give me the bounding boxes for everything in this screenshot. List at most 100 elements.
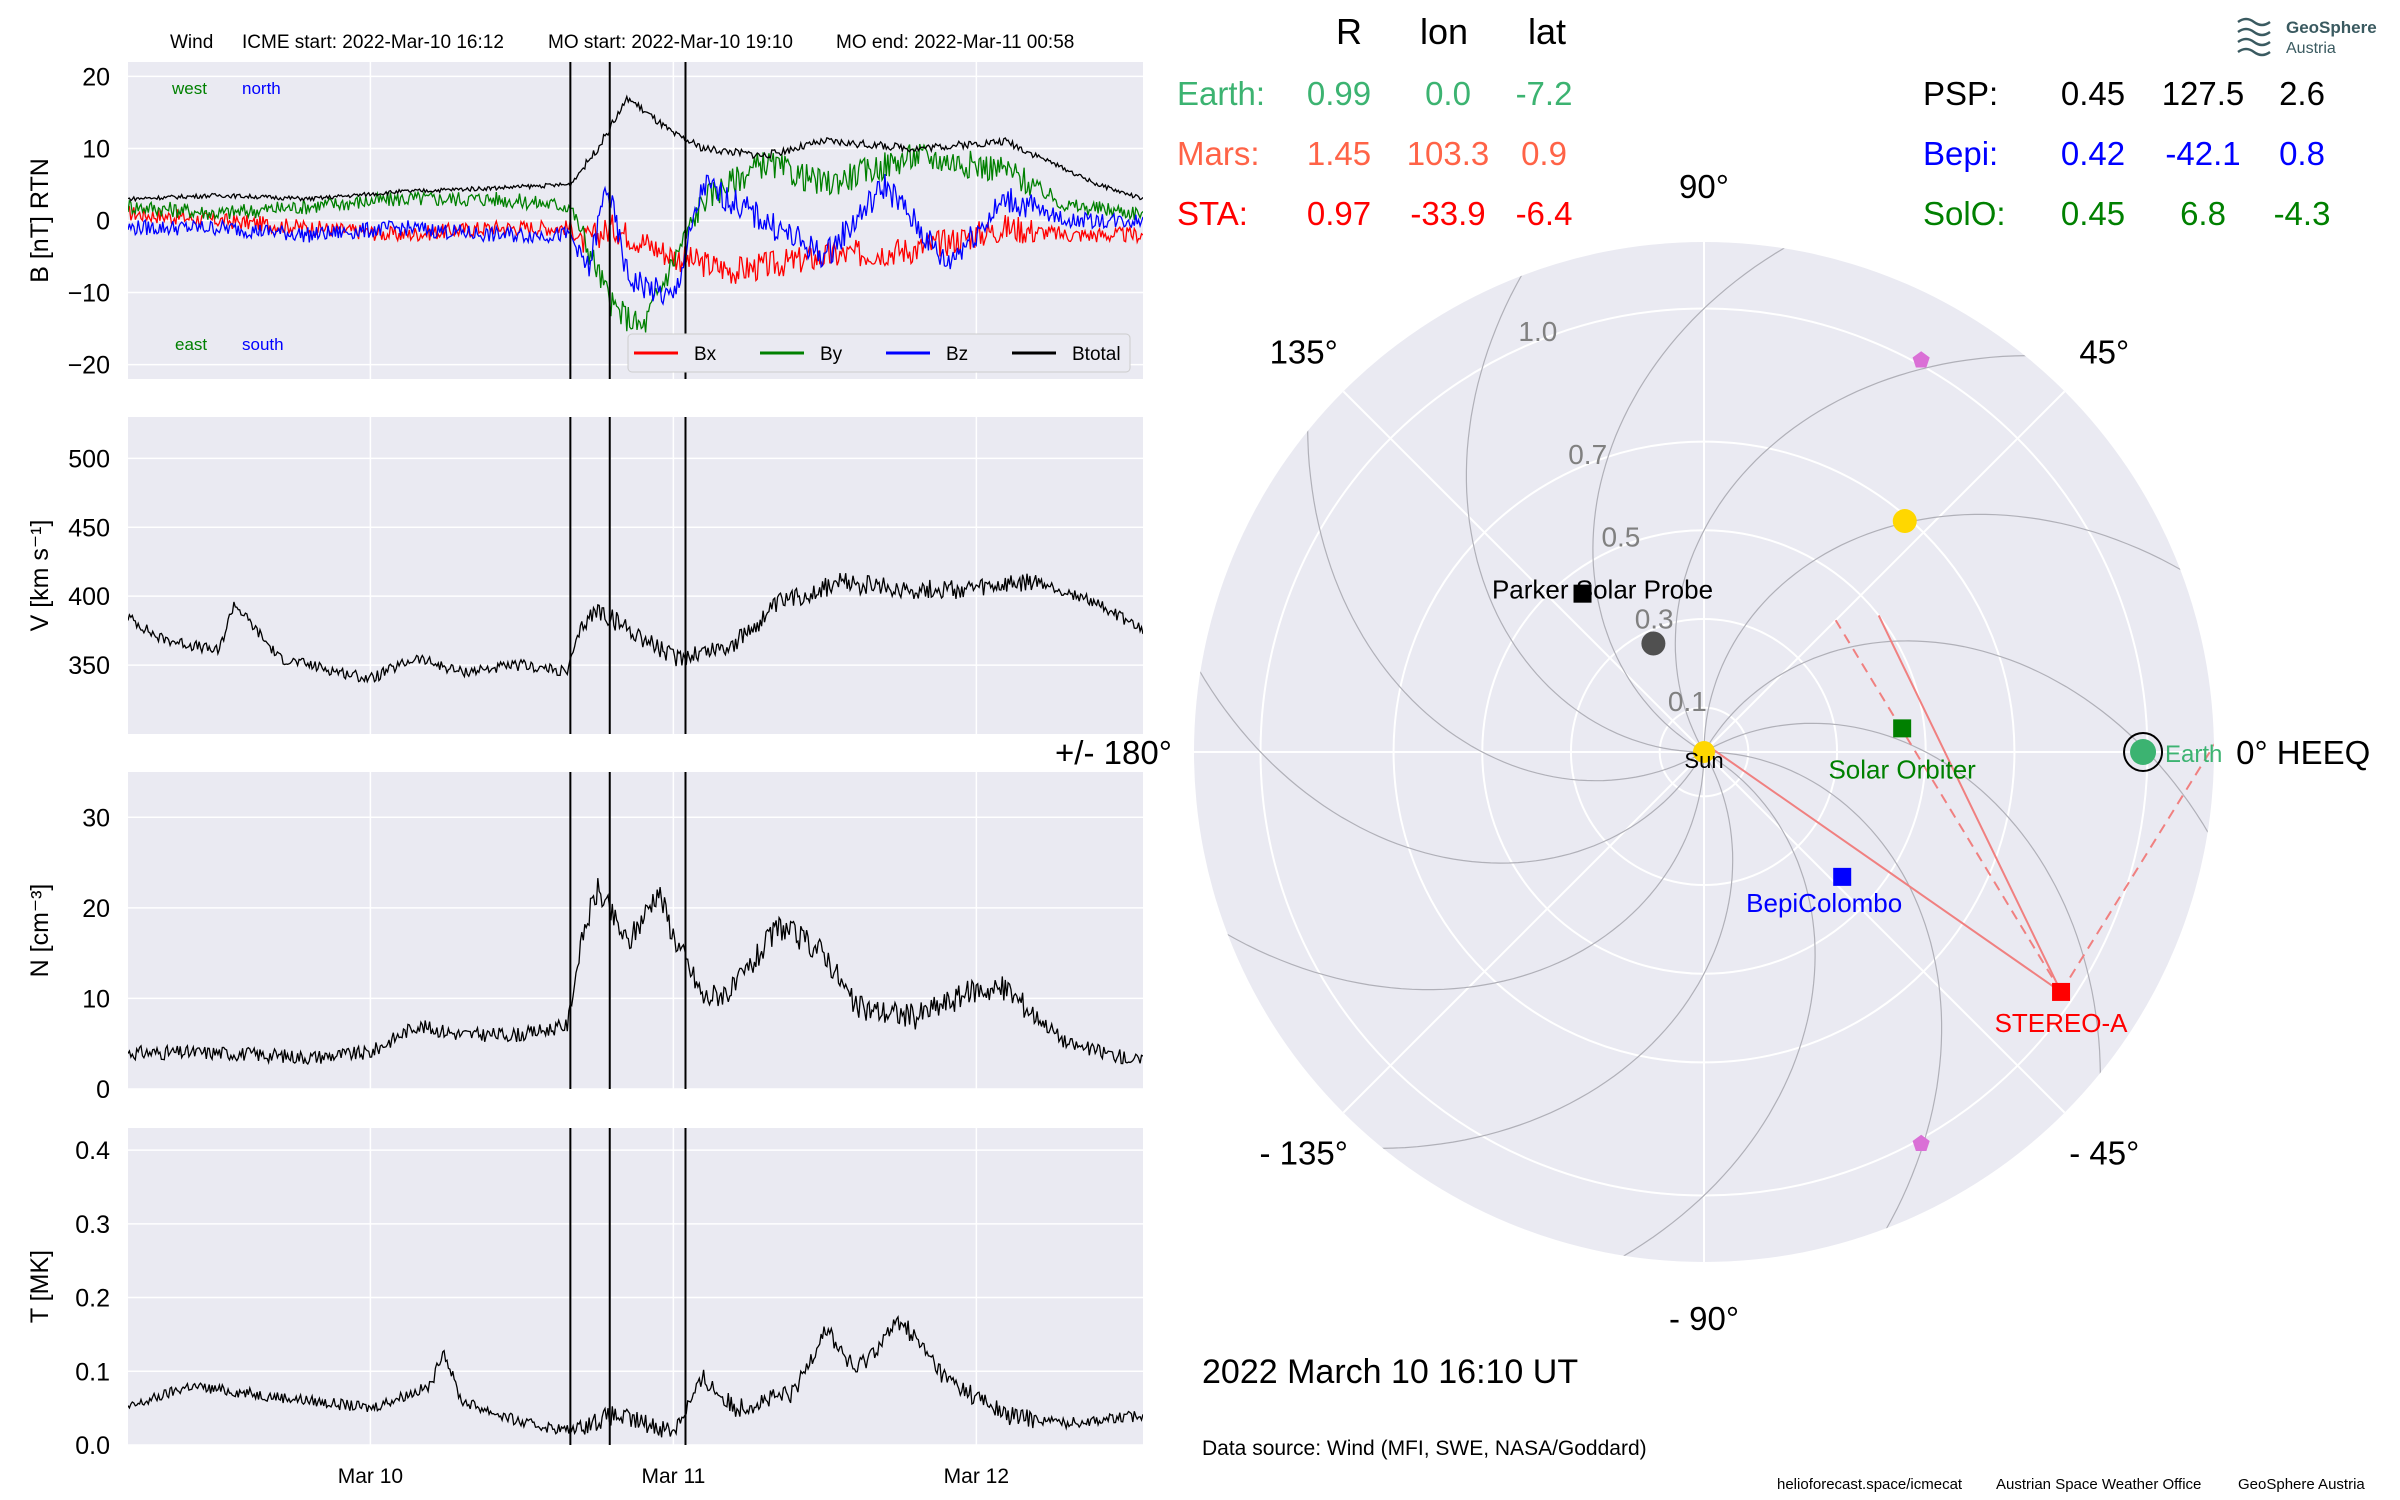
angle-label: 90° — [1679, 168, 1729, 205]
row-lon: -33.9 — [1410, 195, 1485, 232]
table-header-lat: lat — [1528, 11, 1566, 52]
panel-background — [128, 772, 1143, 1089]
sta-sightline-sun — [1711, 748, 2062, 993]
parker-solar-probe-marker — [1573, 584, 1592, 603]
row-name: Earth: — [1177, 75, 1265, 112]
polar-area — [1194, 242, 2214, 1262]
panel-background — [128, 417, 1143, 734]
plot-area — [128, 572, 1143, 684]
y-tick-label: 0.0 — [75, 1432, 110, 1460]
radial-tick-label: 1.0 — [1518, 316, 1557, 347]
angle-label: - 45° — [2069, 1134, 2139, 1171]
row-name: PSP: — [1923, 75, 1998, 112]
parker-spiral — [1194, 451, 1700, 864]
annotation-east: east — [175, 335, 207, 354]
y-tick-label: 0.4 — [75, 1137, 110, 1165]
y-tick-label: 0 — [96, 208, 110, 236]
row-r: 0.45 — [2061, 75, 2125, 112]
y-tick-label: −20 — [68, 352, 110, 380]
series-line-bz — [128, 173, 1143, 306]
y-tick-label: 30 — [82, 804, 110, 832]
radial-tick-label: 0.5 — [1601, 521, 1640, 552]
row-r: 1.45 — [1307, 135, 1371, 172]
parker-spiral — [1592, 242, 2005, 748]
footer-link-icmecat: helioforecast.space/icmecat — [1777, 1476, 1963, 1493]
y-tick-label: −10 — [68, 280, 110, 308]
y-tick-label: 20 — [82, 63, 110, 91]
y-axis-label: T [MK] — [26, 1250, 54, 1323]
legend-label-bx: Bx — [694, 344, 717, 365]
stereo-a-marker — [2052, 982, 2071, 1001]
parker-spiral — [1708, 640, 2214, 1053]
angular-gridline — [1342, 390, 1705, 753]
solar-orbiter-marker — [1893, 719, 1912, 738]
earth-ring — [2123, 732, 2164, 772]
radial-tick-label: 0.1 — [1668, 686, 1707, 717]
row-lon: -42.1 — [2165, 135, 2240, 172]
row-lat: -4.3 — [2274, 195, 2331, 232]
angular-gridline — [1703, 751, 2066, 1114]
table-header-lon: lon — [1420, 11, 1468, 52]
series-line-by — [128, 143, 1143, 333]
annotation-west: west — [171, 79, 207, 98]
header-icme-start: ICME start: 2022-Mar-10 16:12 — [242, 32, 504, 53]
row-r: 0.99 — [1307, 75, 1371, 112]
plot-area — [128, 94, 1143, 333]
timestamp: 2022 March 10 16:10 UT — [1202, 1353, 1578, 1391]
parker-spiral — [1712, 751, 1943, 1262]
sta-sightline — [1877, 615, 2062, 993]
row-name: SolO: — [1923, 195, 2006, 232]
table-header-r: R — [1336, 11, 1362, 52]
bepicolombo-label: BepiColombo — [1746, 888, 1902, 918]
parker-spiral — [1465, 242, 1696, 753]
x-tick-label: Mar 10 — [338, 1465, 403, 1488]
row-lat: -6.4 — [1516, 195, 1573, 232]
geosphere-logo: GeoSphere Austria — [2237, 17, 2377, 57]
row-r: 0.97 — [1307, 195, 1371, 232]
angle-label: 0° HEEQ — [2236, 734, 2370, 771]
panel-density: 0 10 20 30 N [cm⁻³] — [26, 772, 1143, 1104]
row-lon: 0.0 — [1425, 75, 1471, 112]
sun-label: Sun — [1684, 748, 1723, 773]
parker-spiral — [1703, 513, 2214, 744]
legend-box — [627, 333, 1131, 373]
row-name: STA: — [1177, 195, 1248, 232]
time-series-panels: −20 −10 0 10 20 B [nT] RTN west north east south B… — [26, 62, 1143, 1488]
y-tick-label: 0.2 — [75, 1285, 110, 1313]
x-tick-label: Mar 12 — [944, 1465, 1009, 1488]
series-line-btotal — [128, 94, 1143, 203]
solar-orbiter-label: Solar Orbiter — [1828, 754, 1976, 784]
row-lon: 6.8 — [2180, 195, 2226, 232]
row-lat: 2.6 — [2279, 75, 2325, 112]
row-r: 0.42 — [2061, 135, 2125, 172]
body-marker — [1641, 631, 1666, 656]
radial-tick-label: 0.3 — [1635, 604, 1674, 635]
parker-solar-probe-label: Parker Solar Probe — [1492, 575, 1713, 605]
row-name: Bepi: — [1923, 135, 1998, 172]
stereo-a-label: STEREO-A — [1995, 1008, 2129, 1038]
body-marker — [1892, 509, 1917, 534]
annotation-south: south — [242, 335, 284, 354]
sun-marker — [1693, 741, 1715, 763]
panel-background — [128, 1128, 1143, 1445]
y-tick-label: 20 — [82, 895, 110, 923]
earth-label: Earth — [2165, 741, 2222, 768]
panel-magnetic-field: −20 −10 0 10 20 B [nT] RTN west north east south B… — [26, 62, 1143, 380]
brand-name: GeoSphere — [2286, 18, 2377, 37]
angle-label: +/- 180° — [1055, 734, 1172, 771]
legend-label-by: By — [820, 344, 843, 365]
parker-spiral — [1403, 756, 1816, 1262]
y-axis-label: V [km s⁻¹] — [26, 520, 54, 632]
y-tick-label: 350 — [68, 652, 110, 680]
panel-speed: 350 400 450 500 V [km s⁻¹] — [26, 417, 1143, 734]
header-mo-start: MO start: 2022-Mar-10 19:10 — [548, 32, 793, 53]
row-lon: 103.3 — [1407, 135, 1490, 172]
annotation-north: north — [242, 79, 281, 98]
x-tick-label: Mar 11 — [641, 1465, 705, 1488]
position-table: R lon lat Earth: 0.99 0.0 -7.2 Mars: 1.45 103.… — [1177, 11, 2330, 232]
body-marker — [1912, 1134, 1930, 1151]
row-lat: 0.9 — [1521, 135, 1567, 172]
angle-label: - 90° — [1669, 1300, 1739, 1337]
y-tick-label: 500 — [68, 445, 110, 473]
angle-label: 135° — [1270, 334, 1338, 371]
